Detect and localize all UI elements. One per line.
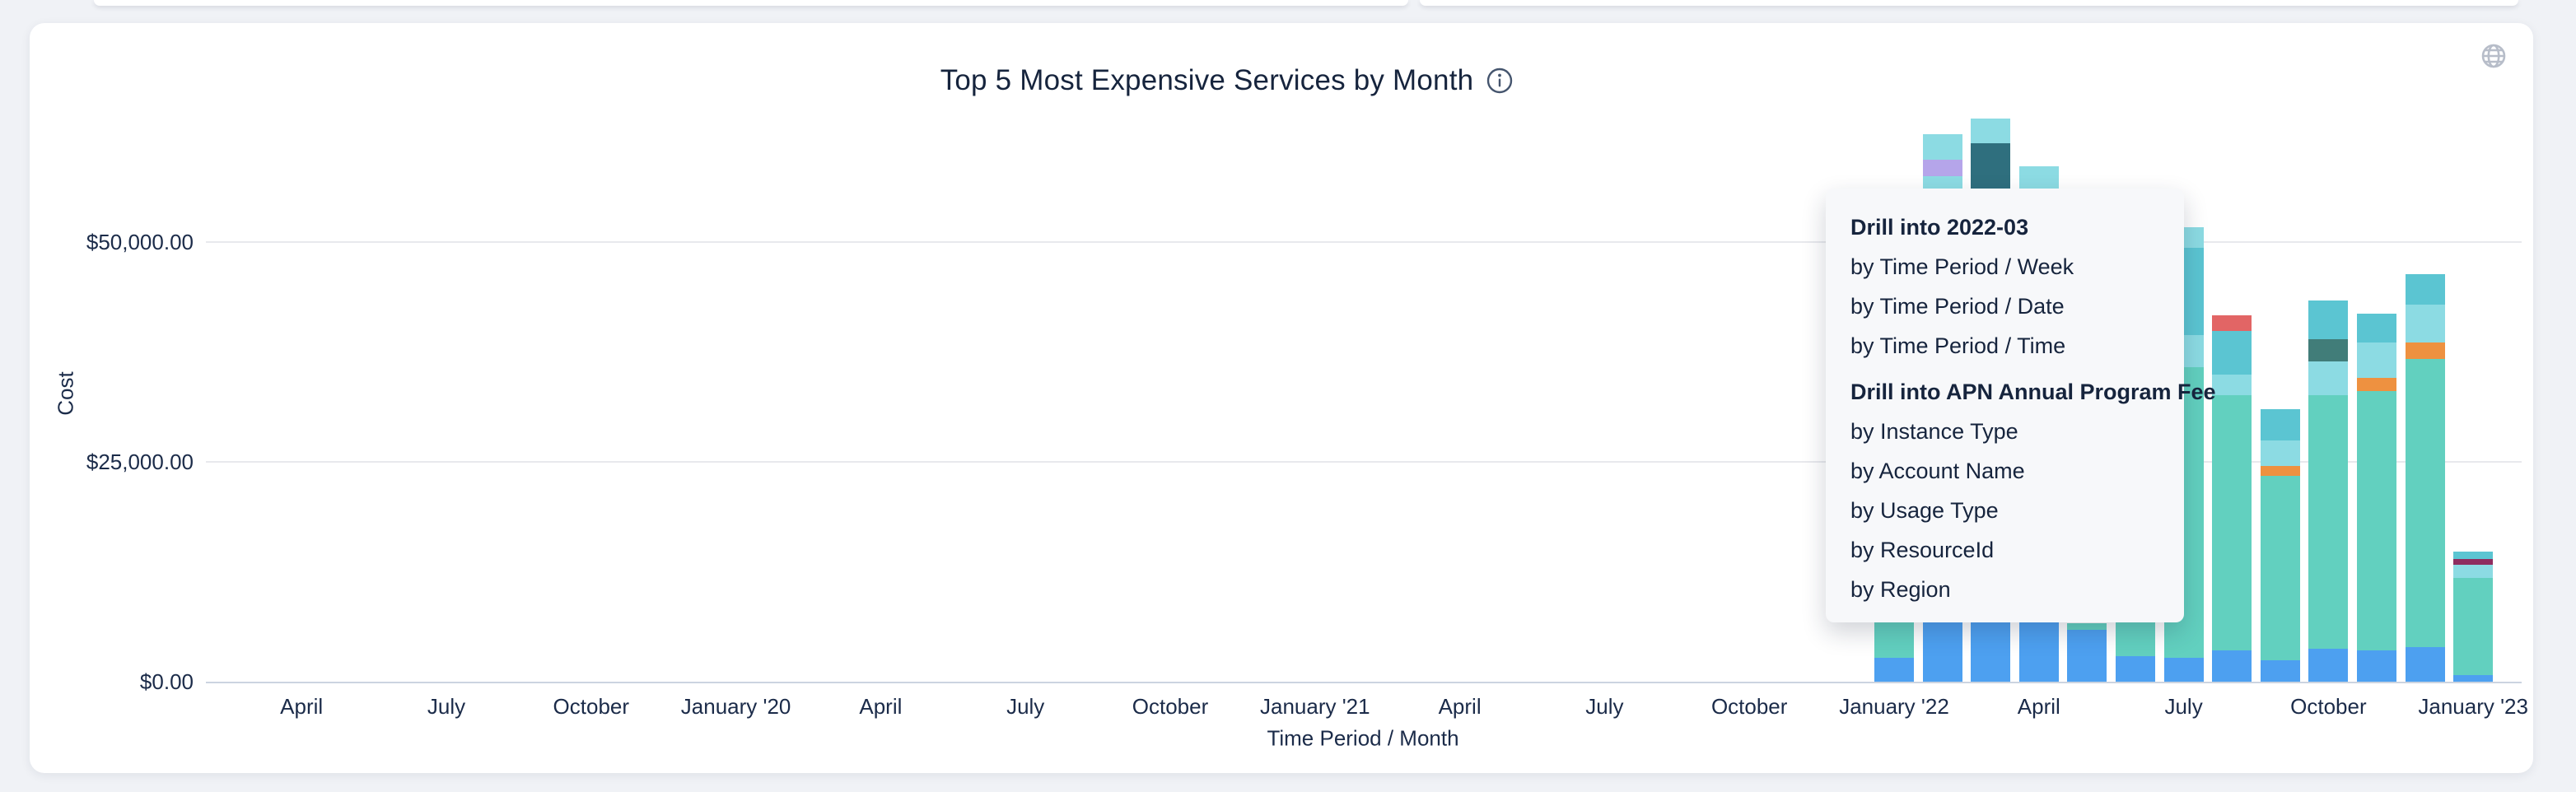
bar-2022-08[interactable]	[2212, 315, 2252, 682]
bar-segment[interactable]	[2260, 440, 2300, 466]
chart-widget-card: Top 5 Most Expensive Services by Month C…	[30, 23, 2533, 773]
x-tick-label: January '23	[2418, 694, 2528, 719]
x-tick-label: July	[1006, 694, 1045, 719]
bar-2022-05[interactable]	[2067, 623, 2107, 682]
widget-title: Top 5 Most Expensive Services by Month	[940, 64, 1474, 96]
y-tick-label: $25,000.00	[86, 450, 194, 474]
x-tick-label: April	[280, 694, 324, 719]
bar-segment[interactable]	[2260, 466, 2300, 476]
bar-segment[interactable]	[2405, 274, 2445, 305]
y-tick-label: $50,000.00	[86, 230, 194, 254]
bar-2023-01[interactable]	[2453, 552, 2494, 682]
x-tick-label: October	[1132, 694, 1209, 719]
menu-item-by-region[interactable]: by Region	[1850, 576, 1951, 602]
menu-item-by-instance-type[interactable]: by Instance Type	[1850, 418, 2018, 444]
bar-segment[interactable]	[2357, 342, 2396, 378]
bar-segment[interactable]	[2260, 476, 2300, 660]
bar-segment[interactable]	[2163, 658, 2204, 682]
bar-segment[interactable]	[2260, 409, 2300, 440]
bar-segment[interactable]	[2308, 300, 2349, 339]
adjacent-card-edge-right	[1420, 0, 2518, 6]
x-tick-label: July	[427, 694, 466, 719]
bar-segment[interactable]	[2260, 660, 2300, 682]
bar-2022-09[interactable]	[2260, 409, 2300, 682]
x-tick-label: October	[2290, 694, 2367, 719]
menu-header: Drill into 2022-03	[1850, 214, 2029, 240]
x-tick-label: January '21	[1259, 694, 1370, 719]
bar-segment[interactable]	[2357, 650, 2396, 682]
menu-item-by-usage-type[interactable]: by Usage Type	[1850, 497, 1999, 523]
x-tick-label: January '22	[1839, 694, 1949, 719]
gridline-50000	[206, 241, 2522, 243]
bar-2022-10[interactable]	[2308, 300, 2349, 682]
x-tick-label: October	[1710, 694, 1788, 719]
y-axis-title: Cost	[53, 371, 78, 416]
menu-item-by-resourceid[interactable]: by ResourceId	[1850, 537, 1995, 562]
bar-segment[interactable]	[2357, 391, 2396, 650]
bar-segment[interactable]	[2212, 315, 2252, 331]
gridline-25000	[206, 461, 2522, 463]
drilldown-context-menu: Drill into 2022-03 by Time Period / Week b…	[1826, 189, 2216, 622]
bar-segment[interactable]	[2067, 623, 2107, 630]
menu-item-by-time-period-week[interactable]: by Time Period / Week	[1850, 254, 2074, 279]
bar-segment[interactable]	[1971, 119, 2011, 143]
x-tick-label: July	[2164, 694, 2203, 719]
bar-segment[interactable]	[2212, 331, 2252, 375]
bar-segment[interactable]	[2308, 339, 2349, 361]
bar-segment[interactable]	[1922, 160, 1962, 176]
menu-item-by-time-period-time[interactable]: by Time Period / Time	[1850, 333, 2066, 358]
x-tick-label: April	[2017, 694, 2060, 719]
x-axis-title: Time Period / Month	[1267, 725, 1459, 751]
bar-segment[interactable]	[1874, 658, 1914, 682]
bar-segment[interactable]	[2405, 305, 2445, 342]
bar-segment[interactable]	[2116, 617, 2155, 656]
menu-header: Drill into APN Annual Program Fee	[1850, 379, 2216, 404]
bar-segment[interactable]	[2357, 378, 2396, 391]
bar-segment[interactable]	[2308, 395, 2349, 649]
x-tick-label: April	[859, 694, 903, 719]
bar-segment[interactable]	[2453, 552, 2494, 559]
bar-segment[interactable]	[2405, 359, 2445, 647]
bar-segment[interactable]	[2453, 565, 2494, 578]
x-tick-label: January '20	[680, 694, 791, 719]
menu-item-by-account-name[interactable]: by Account Name	[1850, 458, 2025, 483]
x-tick-label: July	[1585, 694, 1624, 719]
bar-segment[interactable]	[2453, 578, 2494, 675]
menu-item-by-time-period-date[interactable]: by Time Period / Date	[1850, 293, 2065, 319]
bar-segment[interactable]	[2357, 314, 2396, 342]
x-tick-label: April	[1438, 694, 1482, 719]
bar-segment[interactable]	[1874, 619, 1914, 658]
bar-segment[interactable]	[2067, 630, 2107, 682]
bar-segment[interactable]	[2405, 342, 2445, 359]
bar-2022-06[interactable]	[2116, 617, 2155, 682]
adjacent-card-edge-left	[94, 0, 1408, 6]
info-circle-icon[interactable]	[1486, 67, 1514, 95]
y-tick-label: $0.00	[139, 669, 194, 694]
x-axis-line	[206, 682, 2522, 683]
bar-segment[interactable]	[2212, 395, 2252, 650]
widget-header: Top 5 Most Expensive Services by Month	[30, 64, 2424, 97]
bar-segment[interactable]	[2405, 647, 2445, 682]
bar-segment[interactable]	[2116, 656, 2155, 682]
bar-segment[interactable]	[1922, 617, 1962, 682]
bar-2022-12[interactable]	[2405, 274, 2445, 682]
x-tick-label: October	[553, 694, 630, 719]
bar-segment[interactable]	[2308, 361, 2349, 395]
bar-segment[interactable]	[2212, 375, 2252, 395]
bar-segment[interactable]	[2308, 649, 2349, 682]
bar-segment[interactable]	[2453, 675, 2494, 682]
bar-segment[interactable]	[2018, 620, 2059, 682]
bar-segment[interactable]	[1922, 134, 1962, 160]
bar-2022-11[interactable]	[2357, 314, 2396, 682]
globe-icon[interactable]	[2477, 40, 2510, 72]
bar-2022-01[interactable]	[1874, 619, 1914, 682]
bar-segment[interactable]	[2453, 559, 2494, 565]
bar-segment[interactable]	[2212, 650, 2252, 682]
